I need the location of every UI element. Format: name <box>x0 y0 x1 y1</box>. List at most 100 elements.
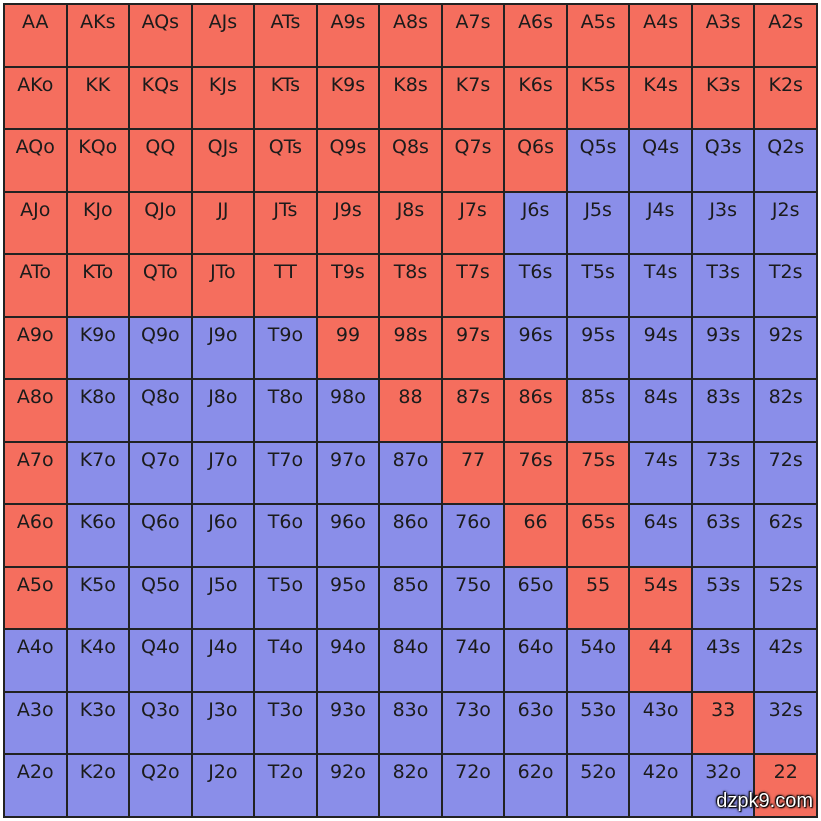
hand-cell-44[interactable]: 44 <box>629 629 692 692</box>
hand-cell-A3s[interactable]: A3s <box>691 4 755 67</box>
hand-cell-84o[interactable]: 84o <box>379 629 442 692</box>
hand-cell-K9o[interactable]: K9o <box>66 316 130 380</box>
hand-cell-A2s[interactable]: A2s <box>754 4 817 67</box>
hand-cell-A2o[interactable]: A2o <box>4 754 67 817</box>
hand-cell-K4o[interactable]: K4o <box>66 629 130 692</box>
hand-cell-87o[interactable]: 87o <box>379 441 442 505</box>
hand-cell-82o[interactable]: 82o <box>379 754 442 817</box>
hand-cell-K7o[interactable]: K7o <box>66 441 130 505</box>
hand-cell-A3o[interactable]: A3o <box>4 691 67 755</box>
hand-cell-63o[interactable]: 63o <box>504 691 567 755</box>
hand-cell-J3o[interactable]: J3o <box>191 691 255 755</box>
hand-cell-K8o[interactable]: K8o <box>66 379 130 442</box>
hand-cell-76o[interactable]: 76o <box>441 504 505 567</box>
hand-cell-85s[interactable]: 85s <box>566 379 630 442</box>
hand-cell-QTo[interactable]: QTo <box>129 254 192 317</box>
hand-cell-74o[interactable]: 74o <box>441 629 505 692</box>
hand-cell-Q9s[interactable]: Q9s <box>316 129 380 192</box>
hand-cell-TT[interactable]: TT <box>254 254 317 317</box>
hand-cell-94s[interactable]: 94s <box>629 316 692 380</box>
hand-cell-Q5s[interactable]: Q5s <box>566 129 630 192</box>
hand-cell-84s[interactable]: 84s <box>629 379 692 442</box>
hand-cell-KJo[interactable]: KJo <box>66 191 130 255</box>
hand-cell-85o[interactable]: 85o <box>379 566 442 630</box>
hand-cell-53o[interactable]: 53o <box>566 691 630 755</box>
hand-cell-J6o[interactable]: J6o <box>191 504 255 567</box>
hand-cell-95o[interactable]: 95o <box>316 566 380 630</box>
hand-cell-86s[interactable]: 86s <box>504 379 567 442</box>
hand-cell-Q4s[interactable]: Q4s <box>629 129 692 192</box>
hand-cell-72s[interactable]: 72s <box>754 441 817 505</box>
hand-cell-J5o[interactable]: J5o <box>191 566 255 630</box>
hand-cell-73s[interactable]: 73s <box>691 441 755 505</box>
hand-cell-65s[interactable]: 65s <box>566 504 630 567</box>
hand-cell-Q3o[interactable]: Q3o <box>129 691 192 755</box>
hand-cell-42s[interactable]: 42s <box>754 629 817 692</box>
hand-cell-KTo[interactable]: KTo <box>66 254 130 317</box>
hand-cell-83o[interactable]: 83o <box>379 691 442 755</box>
hand-cell-66[interactable]: 66 <box>504 504 567 567</box>
hand-cell-A7o[interactable]: A7o <box>4 441 67 505</box>
hand-cell-T6s[interactable]: T6s <box>504 254 567 317</box>
hand-cell-T7s[interactable]: T7s <box>441 254 505 317</box>
hand-cell-A7s[interactable]: A7s <box>441 4 505 67</box>
hand-cell-76s[interactable]: 76s <box>504 441 567 505</box>
hand-cell-A4s[interactable]: A4s <box>629 4 692 67</box>
hand-cell-K3s[interactable]: K3s <box>691 66 755 130</box>
hand-cell-93o[interactable]: 93o <box>316 691 380 755</box>
hand-cell-99[interactable]: 99 <box>316 316 380 380</box>
hand-cell-52s[interactable]: 52s <box>754 566 817 630</box>
hand-cell-KQs[interactable]: KQs <box>129 66 192 130</box>
hand-cell-65o[interactable]: 65o <box>504 566 567 630</box>
hand-cell-64o[interactable]: 64o <box>504 629 567 692</box>
hand-cell-JJ[interactable]: JJ <box>191 191 255 255</box>
hand-cell-94o[interactable]: 94o <box>316 629 380 692</box>
hand-cell-J7s[interactable]: J7s <box>441 191 505 255</box>
hand-cell-K3o[interactable]: K3o <box>66 691 130 755</box>
hand-cell-A9s[interactable]: A9s <box>316 4 380 67</box>
hand-cell-75o[interactable]: 75o <box>441 566 505 630</box>
hand-cell-J7o[interactable]: J7o <box>191 441 255 505</box>
hand-cell-97s[interactable]: 97s <box>441 316 505 380</box>
hand-cell-T5s[interactable]: T5s <box>566 254 630 317</box>
hand-cell-96o[interactable]: 96o <box>316 504 380 567</box>
hand-cell-97o[interactable]: 97o <box>316 441 380 505</box>
hand-cell-JTs[interactable]: JTs <box>254 191 317 255</box>
hand-cell-98s[interactable]: 98s <box>379 316 442 380</box>
hand-cell-AA[interactable]: AA <box>4 4 67 67</box>
hand-cell-T8o[interactable]: T8o <box>254 379 317 442</box>
hand-cell-87s[interactable]: 87s <box>441 379 505 442</box>
hand-cell-54o[interactable]: 54o <box>566 629 630 692</box>
hand-cell-J2s[interactable]: J2s <box>754 191 817 255</box>
hand-cell-T9o[interactable]: T9o <box>254 316 317 380</box>
hand-cell-88[interactable]: 88 <box>379 379 442 442</box>
hand-cell-A6s[interactable]: A6s <box>504 4 567 67</box>
hand-cell-77[interactable]: 77 <box>441 441 505 505</box>
hand-cell-74s[interactable]: 74s <box>629 441 692 505</box>
hand-cell-K4s[interactable]: K4s <box>629 66 692 130</box>
hand-cell-Q2s[interactable]: Q2s <box>754 129 817 192</box>
hand-cell-K6o[interactable]: K6o <box>66 504 130 567</box>
hand-cell-T7o[interactable]: T7o <box>254 441 317 505</box>
hand-cell-K6s[interactable]: K6s <box>504 66 567 130</box>
hand-cell-43o[interactable]: 43o <box>629 691 692 755</box>
hand-cell-42o[interactable]: 42o <box>629 754 692 817</box>
hand-cell-Q8s[interactable]: Q8s <box>379 129 442 192</box>
hand-cell-ATs[interactable]: ATs <box>254 4 317 67</box>
hand-cell-J8o[interactable]: J8o <box>191 379 255 442</box>
hand-cell-J5s[interactable]: J5s <box>566 191 630 255</box>
hand-cell-K8s[interactable]: K8s <box>379 66 442 130</box>
hand-cell-54s[interactable]: 54s <box>629 566 692 630</box>
hand-cell-A6o[interactable]: A6o <box>4 504 67 567</box>
hand-cell-K7s[interactable]: K7s <box>441 66 505 130</box>
hand-cell-K5o[interactable]: K5o <box>66 566 130 630</box>
hand-cell-A5s[interactable]: A5s <box>566 4 630 67</box>
hand-cell-J4s[interactable]: J4s <box>629 191 692 255</box>
hand-cell-AKo[interactable]: AKo <box>4 66 67 130</box>
hand-cell-22[interactable]: 22 <box>754 754 817 817</box>
hand-cell-63s[interactable]: 63s <box>691 504 755 567</box>
hand-cell-62s[interactable]: 62s <box>754 504 817 567</box>
hand-cell-Q7o[interactable]: Q7o <box>129 441 192 505</box>
hand-cell-AJo[interactable]: AJo <box>4 191 67 255</box>
hand-cell-62o[interactable]: 62o <box>504 754 567 817</box>
